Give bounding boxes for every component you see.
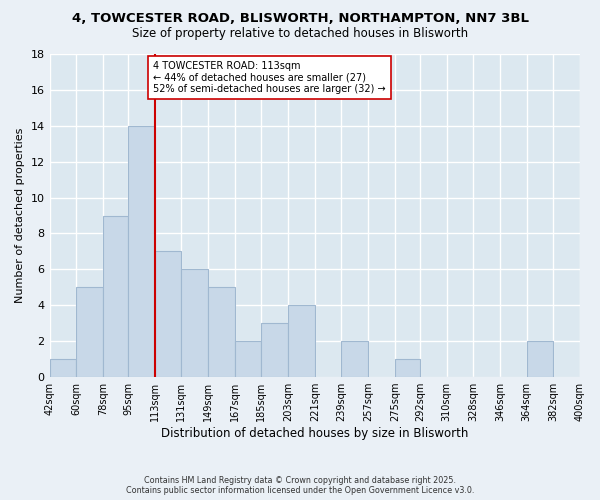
Bar [235, 341, 262, 377]
X-axis label: Distribution of detached houses by size in Blisworth: Distribution of detached houses by size … [161, 427, 469, 440]
Bar [208, 288, 235, 377]
Bar [76, 288, 103, 377]
Bar [395, 359, 420, 377]
Bar [50, 359, 76, 377]
Bar [155, 252, 181, 377]
Bar [103, 216, 128, 377]
Bar [181, 270, 208, 377]
Bar [527, 341, 553, 377]
Text: 4, TOWCESTER ROAD, BLISWORTH, NORTHAMPTON, NN7 3BL: 4, TOWCESTER ROAD, BLISWORTH, NORTHAMPTO… [71, 12, 529, 26]
Text: 4 TOWCESTER ROAD: 113sqm
← 44% of detached houses are smaller (27)
52% of semi-d: 4 TOWCESTER ROAD: 113sqm ← 44% of detach… [153, 61, 386, 94]
Text: Contains HM Land Registry data © Crown copyright and database right 2025.
Contai: Contains HM Land Registry data © Crown c… [126, 476, 474, 495]
Y-axis label: Number of detached properties: Number of detached properties [15, 128, 25, 303]
Bar [288, 306, 315, 377]
Bar [128, 126, 155, 377]
Bar [262, 323, 288, 377]
Bar [341, 341, 368, 377]
Text: Size of property relative to detached houses in Blisworth: Size of property relative to detached ho… [132, 28, 468, 40]
